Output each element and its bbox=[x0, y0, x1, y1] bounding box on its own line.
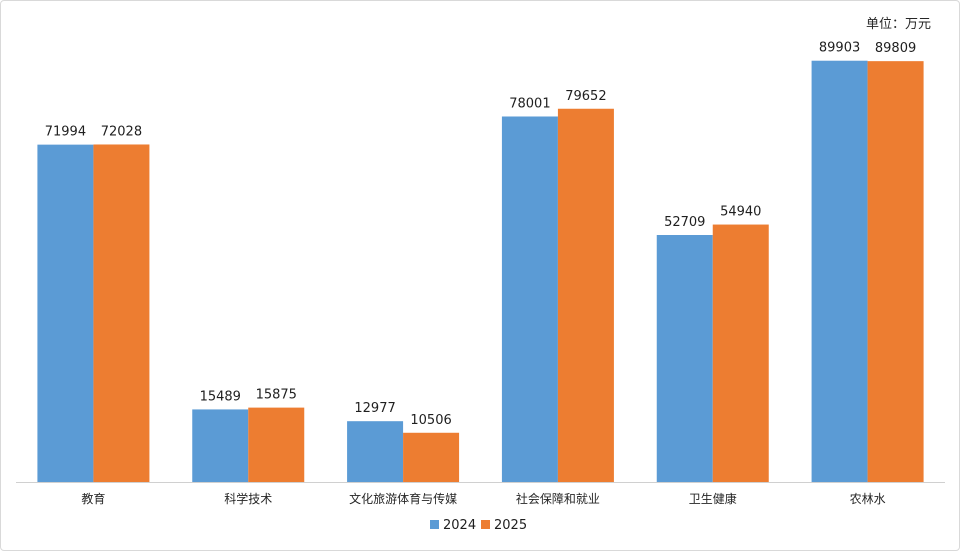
category-label-2: 文化旅游体育与传媒 bbox=[349, 491, 457, 506]
data-label-2025-5: 89809 bbox=[875, 41, 916, 56]
data-label-2024-2: 12977 bbox=[354, 401, 395, 416]
bar-2025-4 bbox=[712, 224, 769, 483]
data-label-2024-1: 15489 bbox=[200, 389, 241, 404]
category-label-4: 卫生健康 bbox=[689, 491, 737, 506]
bar-2025-1 bbox=[248, 407, 305, 482]
bar-2024-4 bbox=[656, 235, 713, 482]
category-label-3: 社会保障和就业 bbox=[516, 491, 600, 506]
unit-label: 单位：万元 bbox=[865, 17, 931, 32]
data-label-2024-3: 78001 bbox=[509, 96, 550, 111]
category-label-0: 教育 bbox=[81, 491, 105, 506]
data-label-2024-0: 71994 bbox=[45, 125, 86, 140]
legend-label-2024: 2024 bbox=[443, 518, 476, 533]
data-label-2025-3: 79652 bbox=[565, 89, 606, 104]
bar-2024-1 bbox=[192, 409, 249, 482]
category-label-5: 农林水 bbox=[850, 492, 886, 506]
data-label-2025-4: 54940 bbox=[720, 205, 761, 220]
bar-2024-2 bbox=[347, 421, 404, 482]
bar-2024-3 bbox=[501, 116, 558, 483]
data-label-2024-5: 89903 bbox=[819, 41, 860, 56]
bar-2025-2 bbox=[403, 432, 460, 482]
legend-swatch-2025 bbox=[481, 520, 490, 529]
data-label-2025-1: 15875 bbox=[256, 388, 297, 403]
category-label-1: 科学技术 bbox=[224, 491, 272, 506]
data-label-2025-0: 72028 bbox=[101, 124, 142, 139]
legend-swatch-2024 bbox=[430, 520, 439, 529]
bar-2025-5 bbox=[867, 61, 924, 482]
legend-label-2025: 2025 bbox=[494, 518, 527, 533]
data-label-2024-4: 52709 bbox=[664, 215, 705, 230]
data-label-2025-2: 10506 bbox=[410, 413, 451, 428]
bar-2025-3 bbox=[557, 108, 614, 482]
bar-2024-0 bbox=[37, 144, 94, 482]
bar-2025-0 bbox=[93, 144, 150, 482]
bar-2024-5 bbox=[811, 60, 868, 483]
